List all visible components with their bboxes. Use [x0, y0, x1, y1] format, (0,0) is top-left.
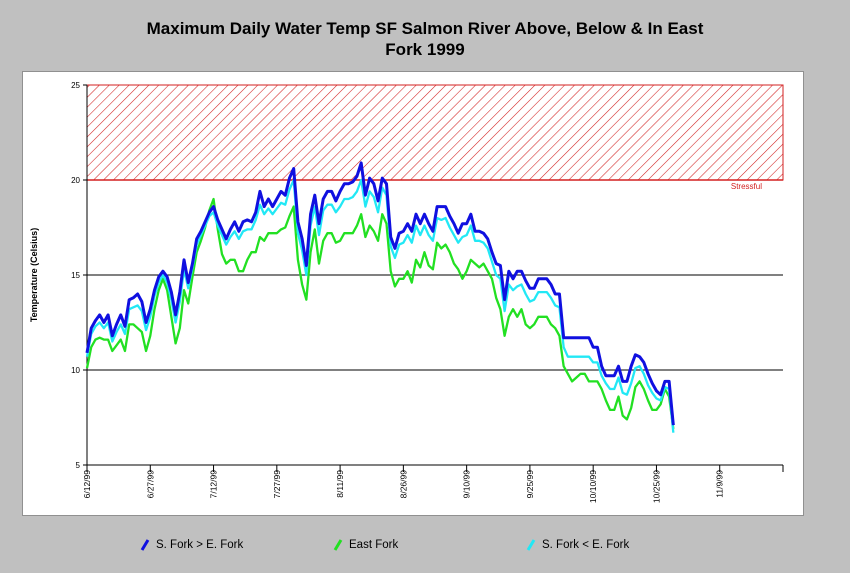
- x-tick-label: 6/27/99: [145, 470, 155, 499]
- legend-swatch-sf-above: [140, 539, 150, 551]
- x-tick-label: 9/10/99: [462, 470, 472, 499]
- chart-title-line-2: Fork 1999: [385, 40, 465, 59]
- legend-item-sf-below: S. Fork < E. Fork: [526, 538, 629, 552]
- x-tick-label: 6/12/99: [82, 470, 92, 499]
- x-tick-label: 7/12/99: [209, 470, 219, 499]
- stressful-zone: [86, 84, 784, 181]
- series-line-sf-above: [85, 161, 675, 426]
- x-tick-label: 8/11/99: [335, 470, 345, 498]
- series-line-east-fork: [85, 197, 675, 430]
- legend-swatch-east-fork: [333, 539, 343, 551]
- x-tick-label: 7/27/99: [272, 470, 282, 499]
- chart-title-line-1: Maximum Daily Water Temp SF Salmon River…: [146, 19, 704, 38]
- series-line-sf-below: [85, 178, 675, 433]
- legend-label-east-fork: East Fork: [349, 539, 399, 551]
- y-tick-label: 5: [76, 461, 81, 470]
- legend-swatch-sf-below: [526, 539, 536, 551]
- y-tick-label: 20: [71, 176, 80, 185]
- x-tick-label: 11/9/99: [715, 470, 725, 498]
- x-tick-label: 10/10/99: [588, 470, 598, 503]
- stressful-zone-label: Stressful: [731, 182, 762, 191]
- legend-item-sf-above: S. Fork > E. Fork: [140, 538, 243, 552]
- x-tick-label: 8/26/99: [398, 470, 408, 499]
- legend-item-east-fork: East Fork: [333, 538, 398, 552]
- legend: S. Fork > E. Fork East Fork S. Fork < E.…: [0, 538, 850, 556]
- chart-title: Maximum Daily Water Temp SF Salmon River…: [0, 18, 850, 60]
- legend-label-sf-below: S. Fork < E. Fork: [542, 539, 630, 551]
- y-tick-label: 10: [71, 366, 80, 375]
- plot-panel: Stressful 5 10 15 20 25 6/12/99 6/27/99 7/12/99…: [22, 71, 804, 516]
- x-tick-label: 10/25/99: [651, 470, 661, 503]
- y-axis-label: Temperature (Celsius): [29, 228, 39, 322]
- y-tick-label: 15: [71, 271, 80, 280]
- legend-label-sf-above: S. Fork > E. Fork: [156, 539, 244, 551]
- x-tick-label: 9/25/99: [525, 470, 535, 499]
- chart-svg: Stressful 5 10 15 20 25 6/12/99 6/27/99 7/12/99…: [29, 81, 784, 503]
- y-tick-label: 25: [71, 81, 80, 90]
